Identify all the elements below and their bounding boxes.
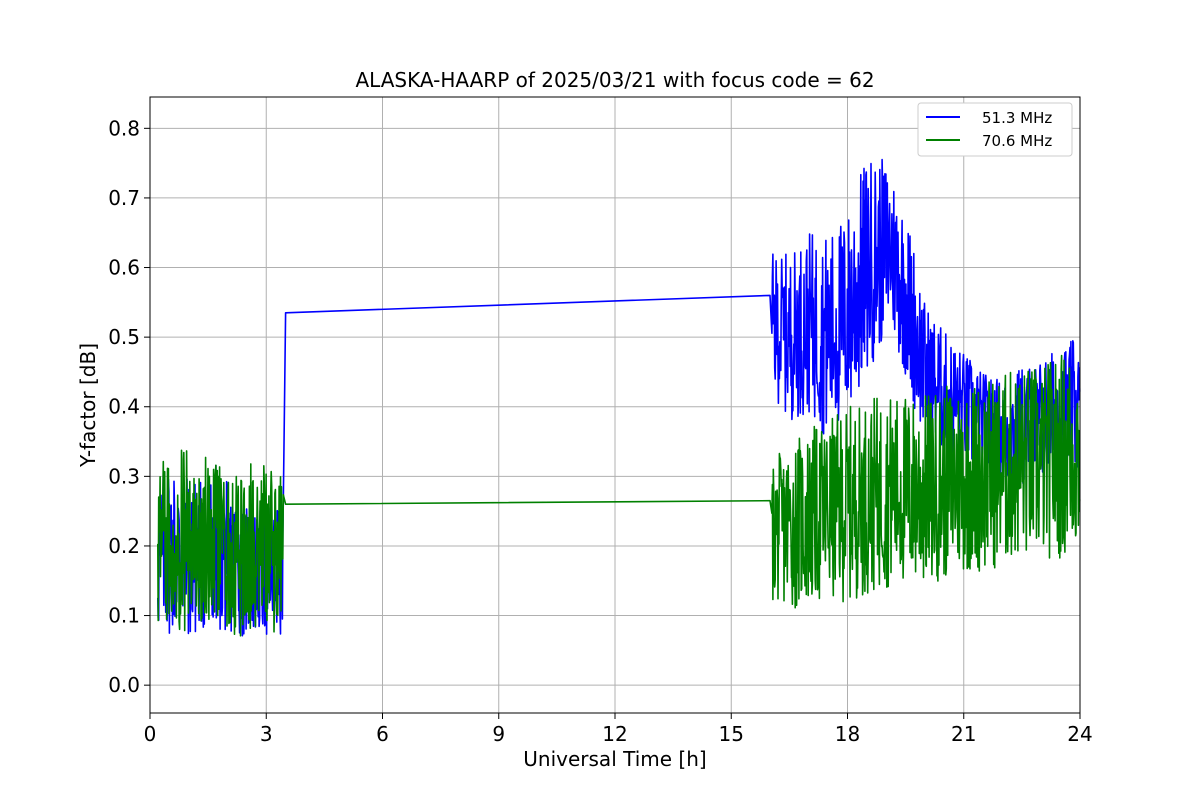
y-tick-label: 0.1 bbox=[108, 604, 140, 628]
y-tick-label: 0.7 bbox=[108, 186, 140, 210]
legend-label-70-6-mhz: 70.6 MHz bbox=[982, 132, 1052, 150]
legend-label-51-3-mhz: 51.3 MHz bbox=[982, 109, 1052, 127]
y-tick-label: 0.5 bbox=[108, 325, 140, 349]
y-tick-label: 0.0 bbox=[108, 673, 140, 697]
x-tick-label: 3 bbox=[260, 722, 273, 746]
series-line-70-6-mhz bbox=[157, 354, 1081, 637]
plot-area bbox=[157, 158, 1081, 637]
x-axis-label: Universal Time [h] bbox=[523, 747, 706, 771]
x-tick-label: 24 bbox=[1067, 722, 1092, 746]
x-axis: 0 3 6 9 12 15 18 21 24 bbox=[144, 713, 1093, 746]
x-tick-label: 9 bbox=[492, 722, 505, 746]
chart-title: ALASKA-HAARP of 2025/03/21 with focus co… bbox=[355, 68, 874, 92]
x-tick-label: 15 bbox=[719, 722, 744, 746]
y-axis: 0.0 0.1 0.2 0.3 0.4 0.5 0.6 0.7 0.8 bbox=[108, 116, 150, 697]
x-tick-label: 18 bbox=[835, 722, 860, 746]
x-tick-label: 6 bbox=[376, 722, 389, 746]
y-tick-label: 0.2 bbox=[108, 534, 140, 558]
y-tick-label: 0.8 bbox=[108, 116, 140, 140]
legend: 51.3 MHz 70.6 MHz bbox=[917, 102, 1073, 157]
y-tick-label: 0.4 bbox=[108, 395, 140, 419]
y-tick-label: 0.3 bbox=[108, 464, 140, 488]
y-axis-label: Y-factor [dB] bbox=[76, 343, 100, 468]
y-tick-label: 0.6 bbox=[108, 256, 140, 280]
x-tick-label: 0 bbox=[144, 722, 157, 746]
x-tick-label: 12 bbox=[602, 722, 627, 746]
x-tick-label: 21 bbox=[951, 722, 976, 746]
